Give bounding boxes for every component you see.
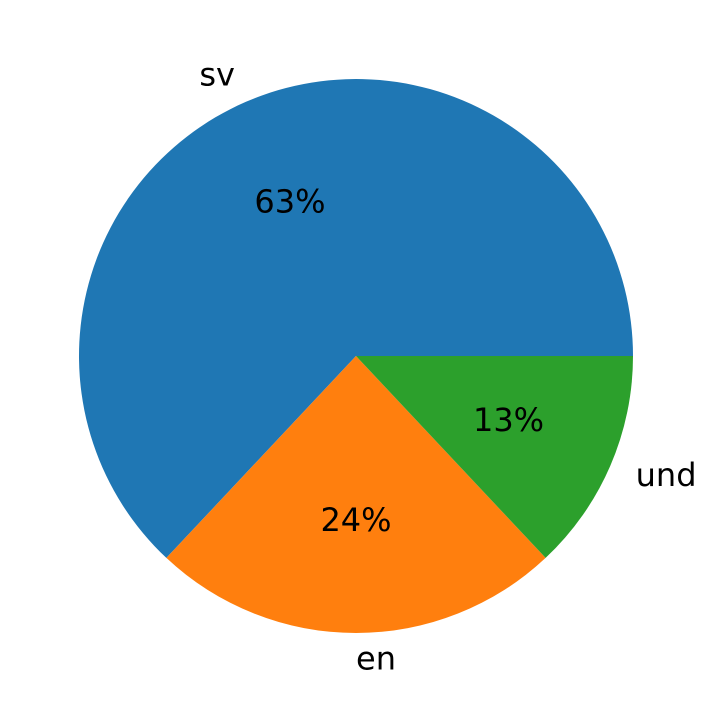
category-label: en bbox=[356, 640, 396, 678]
value-label: 24% bbox=[320, 501, 391, 539]
pie-wedge bbox=[166, 356, 546, 634]
value-label: 13% bbox=[473, 401, 544, 439]
category-label: sv bbox=[199, 55, 235, 93]
value-label: 63% bbox=[254, 182, 325, 220]
pie-wedge bbox=[356, 356, 633, 558]
category-label: und bbox=[636, 456, 697, 494]
pie-wedge bbox=[79, 79, 633, 558]
